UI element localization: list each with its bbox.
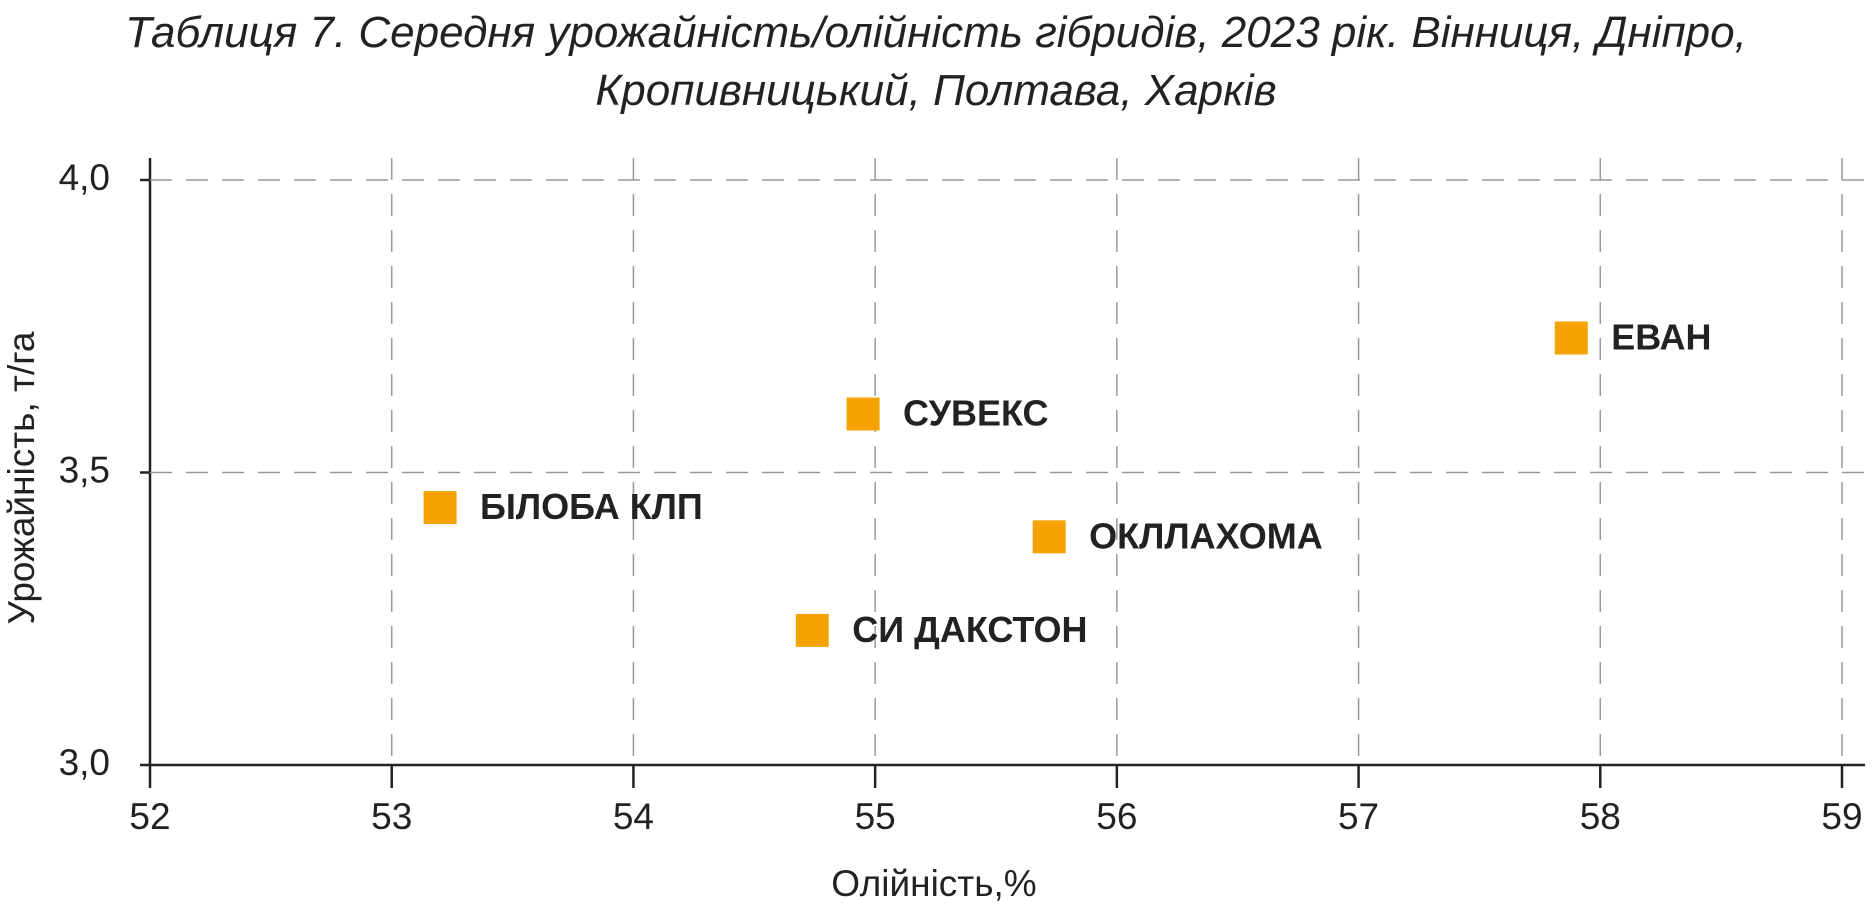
x-tick-label: 54	[613, 796, 654, 837]
x-tick-label: 56	[1096, 796, 1137, 837]
y-tick-label: 3,0	[59, 742, 110, 783]
x-tick-label: 52	[129, 796, 170, 837]
point-label: СУВЕКС	[903, 393, 1048, 434]
x-tick-label: 55	[855, 796, 896, 837]
point-label: ОКЛЛАХОМА	[1089, 515, 1323, 556]
y-axis-label: Урожайність, т/га	[1, 331, 42, 624]
x-tick-label: 59	[1821, 796, 1862, 837]
x-tick-label: 53	[371, 796, 412, 837]
point	[1554, 321, 1588, 355]
point	[795, 613, 829, 647]
chart-title: Таблиця 7. Середня урожайність/олійність…	[125, 8, 1747, 115]
x-tick-label: 57	[1338, 796, 1379, 837]
point	[1032, 520, 1066, 554]
x-axis-label: Олійність,%	[831, 863, 1036, 904]
point	[423, 491, 457, 525]
y-tick-label: 3,5	[59, 449, 110, 490]
point-label: БІЛОБА КЛП	[480, 486, 703, 527]
y-tick-label: 4,0	[59, 157, 110, 198]
point-label: ЕВАН	[1611, 316, 1711, 357]
x-tick-label: 58	[1580, 796, 1621, 837]
point-label: СИ ДАКСТОН	[852, 609, 1087, 650]
point	[846, 397, 880, 431]
